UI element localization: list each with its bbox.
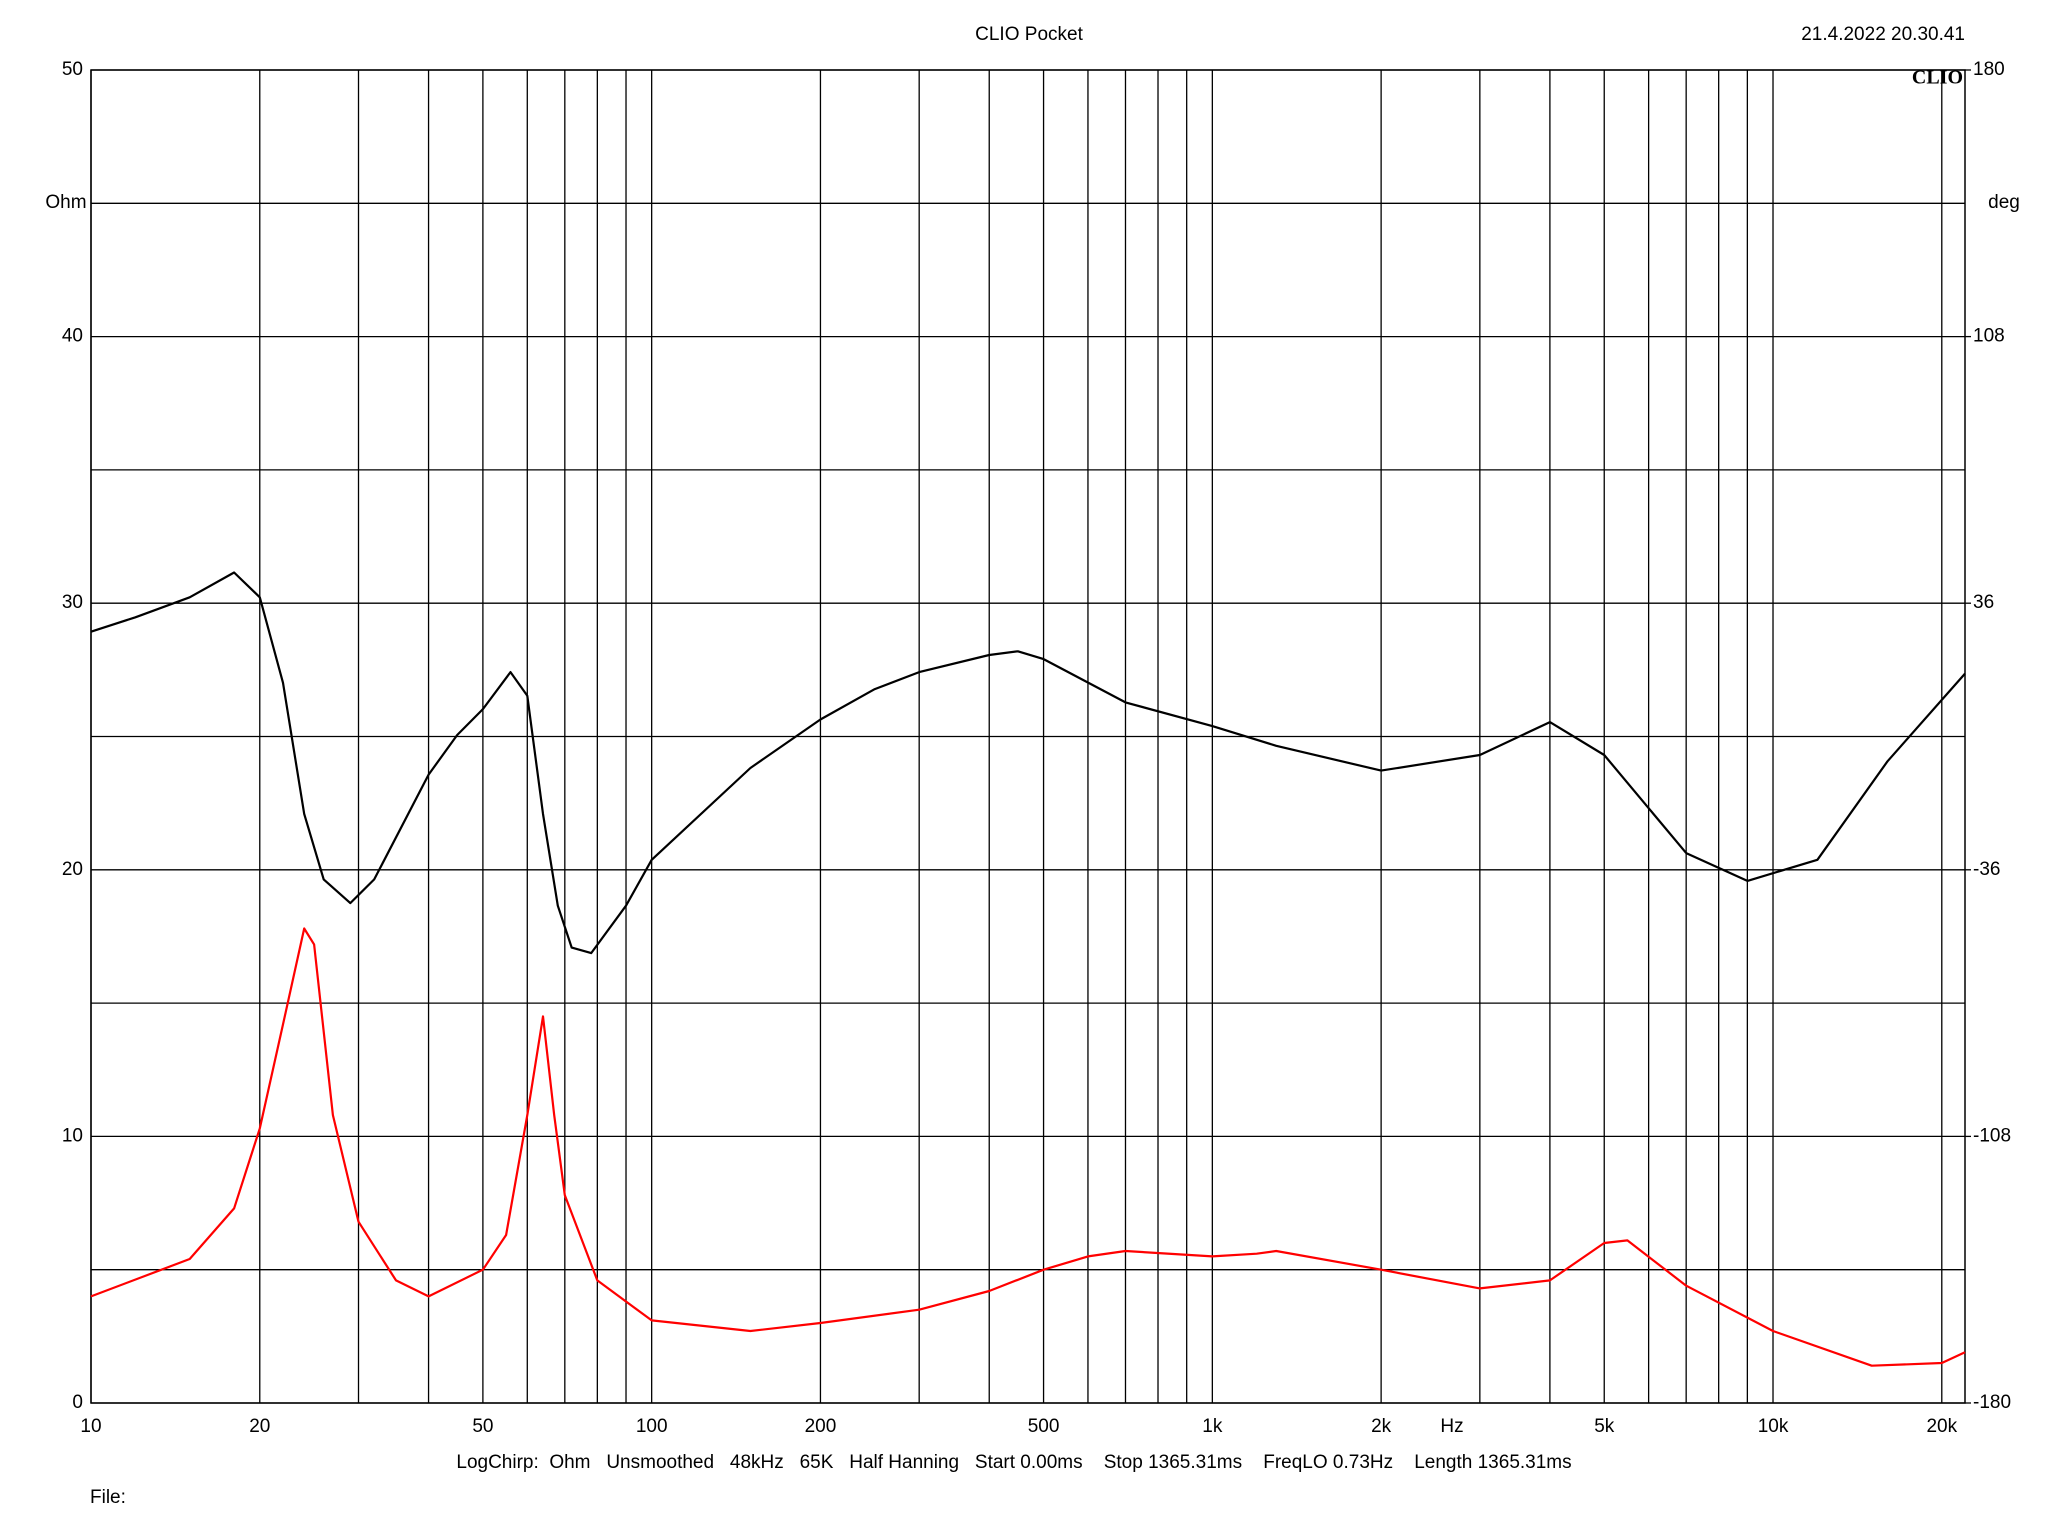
x-tick-label: 100 <box>636 1416 668 1437</box>
y2-tick-label: 36 <box>1973 592 1994 613</box>
y-tick-label: 10 <box>62 1125 83 1146</box>
x-tick-label: 20 <box>249 1416 270 1437</box>
plot-frame <box>90 69 1966 1404</box>
x-tick-label: 500 <box>1028 1416 1060 1437</box>
y-axis-label: Ohm <box>45 192 86 213</box>
y-tick-label: 50 <box>62 59 83 80</box>
y-tick-label: 0 <box>72 1392 83 1413</box>
y-tick-label: 30 <box>62 592 83 613</box>
file-label: File: <box>90 1487 126 1508</box>
y2-axis-label: deg <box>1988 192 2020 213</box>
y2-tick-label: 180 <box>1973 59 2005 80</box>
y2-tick-label: 108 <box>1973 326 2005 347</box>
y2-tick-label: -108 <box>1973 1125 2011 1146</box>
x-tick-label: 200 <box>805 1416 837 1437</box>
y2-tick-label: -36 <box>1973 859 2000 880</box>
x-tick-label: 2k <box>1371 1416 1392 1437</box>
x-tick-label: 10k <box>1758 1416 1789 1437</box>
series-line <box>90 927 1966 1367</box>
x-tick-label: 1k <box>1202 1416 1223 1437</box>
x-axis-label: Hz <box>1440 1416 1463 1437</box>
footer: LogChirp: Ohm Unsmoothed 48kHz 65K Half … <box>456 1452 1571 1473</box>
y-tick-label: 20 <box>62 859 83 880</box>
x-tick-label: 50 <box>472 1416 493 1437</box>
x-tick-label: 10 <box>80 1416 101 1437</box>
timestamp: 21.4.2022 20.30.41 <box>1801 24 1965 45</box>
logo: CLIO <box>1912 67 1963 89</box>
chart-title: CLIO Pocket <box>975 24 1083 45</box>
y2-tick-label: -180 <box>1973 1392 2011 1413</box>
x-tick-label: 5k <box>1594 1416 1615 1437</box>
series-line <box>90 571 1966 955</box>
x-tick-label: 20k <box>1926 1416 1957 1437</box>
y-tick-label: 40 <box>62 326 83 347</box>
